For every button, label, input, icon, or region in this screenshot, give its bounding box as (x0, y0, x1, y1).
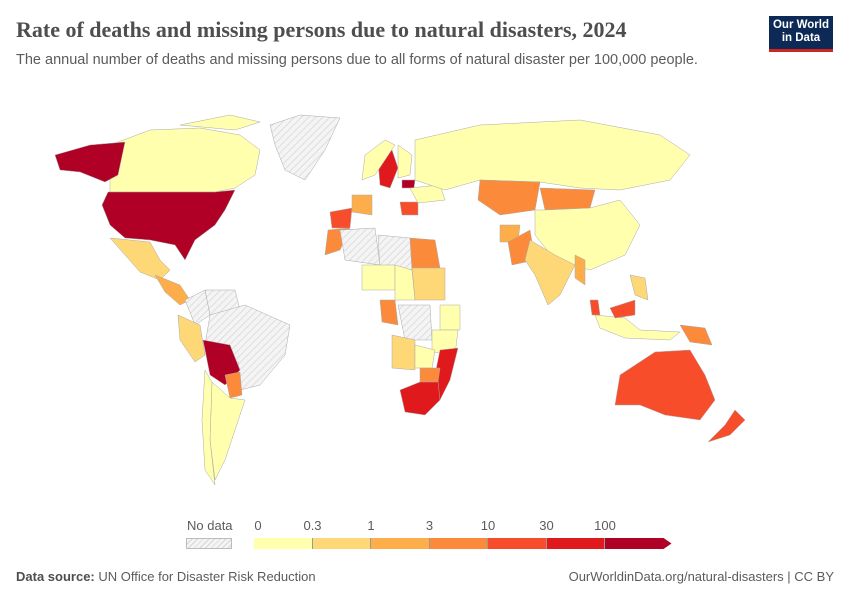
country-new-zealand[interactable] (707, 409, 746, 443)
chart-title: Rate of deaths and missing persons due t… (16, 17, 627, 42)
country-mongolia[interactable] (539, 187, 596, 211)
country-latvia[interactable] (401, 179, 416, 189)
country-dr-congo[interactable] (397, 304, 433, 341)
country-central-america[interactable] (154, 274, 191, 306)
country-kenya[interactable] (439, 304, 461, 331)
country-chad[interactable] (394, 264, 416, 301)
world-map (54, 114, 746, 486)
legend-bin-0[interactable] (254, 538, 313, 549)
country-finland[interactable] (397, 144, 413, 179)
country-philippines[interactable] (629, 274, 649, 301)
country-australia[interactable] (614, 349, 716, 421)
country-myanmar[interactable] (574, 254, 586, 286)
country-indonesia[interactable] (594, 314, 681, 341)
country-mexico[interactable] (109, 237, 171, 281)
source-url[interactable]: OurWorldinData.org/natural-disasters | C… (568, 569, 834, 584)
country-china[interactable] (534, 199, 641, 271)
country-russia[interactable] (414, 119, 691, 191)
country-argentina[interactable] (209, 381, 246, 481)
country-papua-new-guinea[interactable] (679, 324, 713, 346)
country-spain[interactable] (329, 207, 353, 229)
legend-tick: 0.3 (303, 518, 322, 533)
legend-bin-5[interactable] (546, 538, 605, 549)
country-alaska-united-states[interactable] (54, 141, 126, 183)
country-united-states[interactable] (101, 189, 236, 261)
source-text: UN Office for Disaster Risk Reduction (98, 569, 316, 584)
country-angola[interactable] (391, 334, 416, 371)
color-legend: No data 0 0.3 1 3 10 30 100 (0, 510, 850, 555)
legend-bin-1[interactable] (312, 538, 371, 549)
legend-bin-6[interactable] (605, 538, 672, 549)
owid-logo[interactable]: Our World in Data (769, 16, 833, 52)
country-romania[interactable] (399, 201, 419, 216)
country-peru[interactable] (177, 314, 206, 363)
country-south-africa[interactable] (399, 381, 441, 416)
country-paraguay[interactable] (224, 371, 243, 399)
legend-tick: 3 (425, 518, 434, 533)
country-france[interactable] (351, 194, 373, 216)
country-cameroon[interactable] (379, 299, 399, 326)
country-niger[interactable] (361, 264, 396, 291)
no-data-label: No data (187, 518, 233, 533)
country-egypt[interactable] (409, 237, 441, 269)
country-zimbabwe[interactable] (419, 367, 441, 383)
legend-bin-4[interactable] (488, 538, 547, 549)
legend-bin-3[interactable] (429, 538, 488, 549)
country-canada[interactable] (109, 114, 261, 193)
data-source: Data source: UN Office for Disaster Risk… (16, 569, 316, 584)
no-data-swatch (186, 538, 232, 549)
country-chile[interactable] (201, 369, 216, 486)
chart-subtitle: The annual number of deaths and missing … (16, 52, 698, 68)
country-sudan[interactable] (411, 267, 446, 301)
country-ukraine[interactable] (409, 184, 446, 204)
legend-tick: 10 (480, 518, 496, 533)
country-kazakhstan[interactable] (477, 179, 541, 216)
legend-bin-2[interactable] (371, 538, 430, 549)
source-label: Data source: (16, 569, 95, 584)
country-algeria[interactable] (339, 227, 381, 266)
legend-tick: 1 (367, 518, 375, 533)
country-norway[interactable] (361, 139, 396, 181)
legend-tick: 0 (254, 518, 262, 533)
country-greenland[interactable] (269, 114, 341, 181)
legend-tick: 30 (539, 518, 554, 533)
country-india[interactable] (524, 239, 576, 306)
legend-tick: 100 (594, 518, 616, 533)
country-malaysia[interactable] (589, 299, 636, 319)
